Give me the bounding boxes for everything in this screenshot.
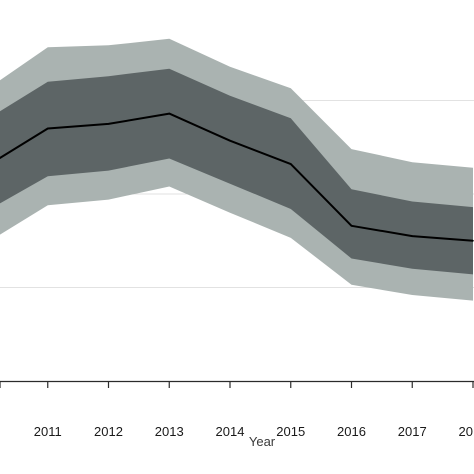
x-tick-label: 2011 bbox=[34, 424, 62, 439]
x-axis: 2011 2012 2013 2014 2015 2016 2017 2018 bbox=[0, 380, 474, 439]
x-tick-label: 2014 bbox=[216, 424, 245, 439]
data-point bbox=[229, 139, 231, 142]
data-point bbox=[168, 112, 171, 115]
data-point bbox=[107, 123, 110, 125]
confidence-bands bbox=[0, 38, 473, 301]
x-tick-label: 2016 bbox=[337, 424, 366, 439]
x-tick-label: 2017 bbox=[398, 424, 427, 439]
x-tick-label: 2012 bbox=[94, 424, 123, 439]
estimate-line-layer bbox=[0, 112, 474, 242]
x-tick-label: 2013 bbox=[155, 424, 184, 439]
x-tick-label: 2015 bbox=[276, 424, 305, 439]
x-axis-title: Year bbox=[249, 434, 276, 449]
inner-confidence-band bbox=[0, 68, 473, 275]
data-point bbox=[411, 235, 414, 237]
data-point bbox=[350, 224, 353, 227]
data-point bbox=[46, 127, 49, 130]
x-tick-label: 2018 bbox=[459, 424, 474, 439]
data-point bbox=[472, 239, 474, 242]
data-point bbox=[289, 163, 292, 165]
